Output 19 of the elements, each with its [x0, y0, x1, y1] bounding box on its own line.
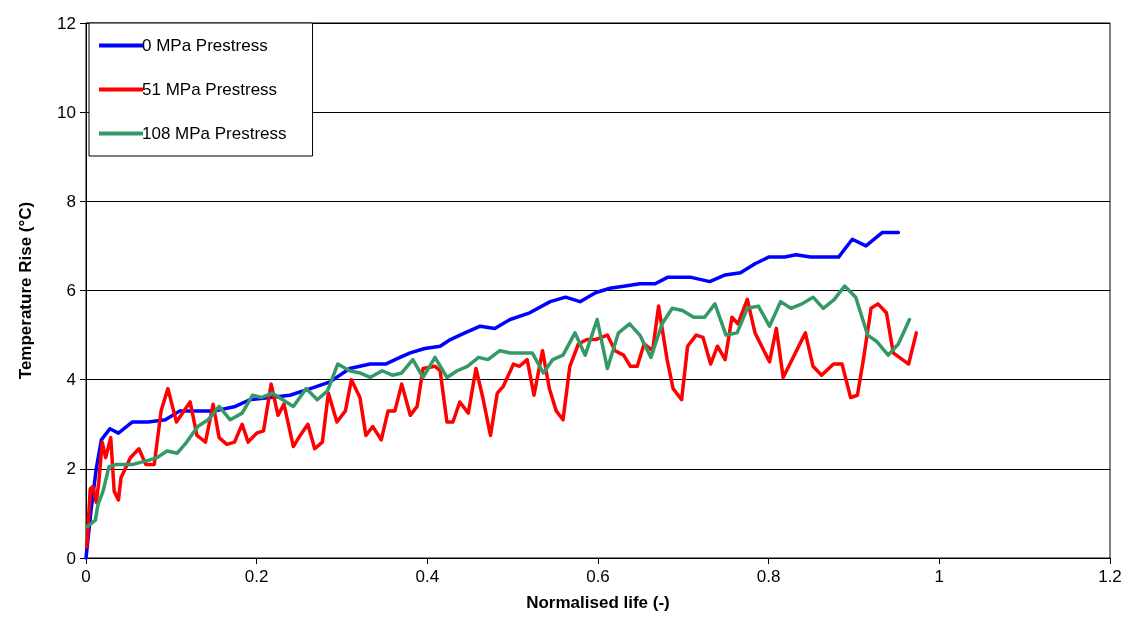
- x-tick-label: 0.4: [415, 567, 440, 586]
- y-tick-label: 4: [66, 370, 76, 390]
- x-tick-label: 0: [81, 567, 91, 586]
- x-axis-title: Normalised life (-): [526, 593, 670, 612]
- y-axis-title: Temperature Rise (°C): [16, 201, 35, 380]
- y-tick-label: 10: [57, 102, 76, 122]
- legend-label: 0 MPa Prestress: [142, 36, 268, 55]
- x-tick-label: 0.8: [756, 567, 781, 586]
- x-tick-label: 1.2: [1098, 567, 1122, 586]
- y-tick-label: 0: [66, 548, 76, 568]
- x-tick-label: 0.6: [586, 567, 610, 586]
- y-tick-label: 8: [66, 191, 76, 211]
- x-tick-label: 1: [934, 567, 945, 586]
- x-tick-label: 0.2: [244, 567, 269, 586]
- legend-label: 108 MPa Prestress: [142, 124, 287, 143]
- y-tick-label: 6: [66, 281, 76, 300]
- y-tick-label: 12: [57, 13, 76, 33]
- y-tick-label: 2: [66, 459, 76, 479]
- legend-label: 51 MPa Prestress: [142, 80, 278, 99]
